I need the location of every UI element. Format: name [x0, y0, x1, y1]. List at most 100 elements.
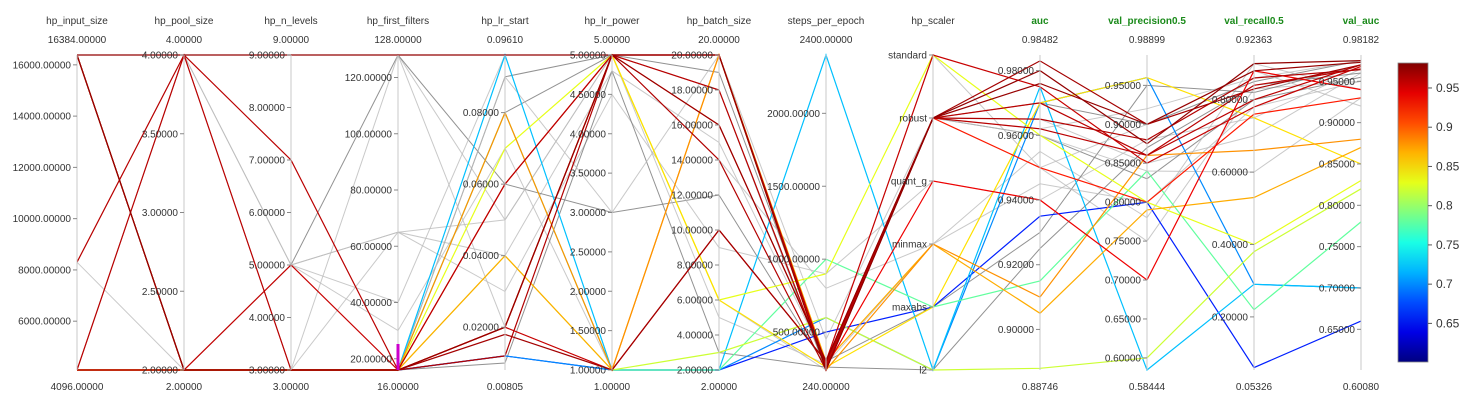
- axis-tick-label: 0.98000: [998, 66, 1035, 77]
- axis-tick-label: 0.94000: [998, 196, 1035, 207]
- axis-hp_lr_power: hp_lr_power 5.00000 1.00000 5.00000 4.50000 4…: [570, 16, 640, 393]
- axis-tick-label: 9.00000: [249, 51, 286, 62]
- axis-tick-label: 20.00000: [350, 354, 392, 365]
- axis-tick-label: 6000.00000: [18, 317, 71, 328]
- axis-tick-label: 20.00000: [671, 51, 713, 62]
- axis-title: hp_pool_size: [155, 16, 214, 27]
- axis-tick-label: 0.75000: [1319, 242, 1356, 253]
- axis-max-label: 0.92363: [1236, 35, 1273, 46]
- axis-tick-label: 0.85000: [1319, 159, 1356, 170]
- axis-tick-label: 0.95000: [1105, 81, 1142, 92]
- axis-tick-label: 6.00000: [677, 296, 714, 307]
- axis-tick-label: 2.00000: [142, 366, 179, 377]
- axis-tick-label: 80.00000: [350, 186, 392, 197]
- axis-tick-label: 4.00000: [142, 51, 179, 62]
- axis-tick-label: 3.50000: [142, 129, 179, 140]
- axis-hp_first_filters: hp_first_filters 128.00000 16.00000 120.000…: [345, 16, 429, 393]
- axis-tick-label: 10.00000: [671, 226, 713, 237]
- axis-tick-label: 0.85000: [1105, 159, 1142, 170]
- axis-tick-label: 500.00000: [773, 328, 821, 339]
- axis-min-label: 0.58444: [1129, 382, 1166, 393]
- axis-tick-label: 16000.00000: [13, 60, 72, 71]
- axis-tick-label: 8000.00000: [18, 265, 71, 276]
- axis-min-label: 1.00000: [594, 382, 631, 393]
- axis-tick-label: 4.00000: [570, 129, 607, 140]
- axis-min-label: 0.88746: [1022, 382, 1059, 393]
- highlight-mark: [396, 344, 400, 370]
- axis-tick-label: 40.00000: [350, 298, 392, 309]
- axis-tick-label: 100.00000: [345, 129, 393, 140]
- axis-min-label: 16.00000: [377, 382, 419, 393]
- axis-tick-label: 0.70000: [1319, 283, 1356, 294]
- axis-tick-label: 0.20000: [1212, 312, 1249, 323]
- axis-title: hp_batch_size: [687, 16, 752, 27]
- axis-tick-label: 0.90000: [998, 325, 1035, 336]
- axis-tick-label: 10000.00000: [13, 214, 72, 225]
- axis-tick-label: 4.50000: [570, 90, 607, 101]
- axis-tick-label: 2000.00000: [767, 109, 820, 120]
- colorbar-tick-label: 0.75: [1436, 238, 1460, 252]
- axis-max-label: 128.00000: [374, 35, 422, 46]
- axis-title: hp_lr_power: [584, 16, 640, 27]
- axis-tick-label: 0.90000: [1319, 118, 1356, 129]
- colorbar-tick-label: 0.8: [1436, 199, 1453, 213]
- axis-tick-label: 0.96000: [998, 131, 1035, 142]
- axis-title: hp_first_filters: [367, 16, 429, 27]
- axis-tick-label: 5.00000: [570, 51, 607, 62]
- axis-hp_n_levels: hp_n_levels 9.00000 3.00000 9.00000 8.00000 7…: [249, 16, 318, 393]
- axis-tick-label: 5.00000: [249, 261, 286, 272]
- colorbar-rect: [1397, 62, 1429, 363]
- axis-hp_lr_start: hp_lr_start 0.09610 0.00805 0.08000 0.06000 0…: [463, 16, 529, 393]
- colorbar-tick-label: 0.9: [1436, 120, 1453, 134]
- axis-tick-label: 8.00000: [677, 261, 714, 272]
- axis-tick-label: 1.50000: [570, 326, 607, 337]
- axis-tick-label: 0.90000: [1105, 120, 1142, 131]
- axis-tick-label: 1.00000: [570, 366, 607, 377]
- axis-tick-label: 3.00000: [249, 366, 286, 377]
- axis-tick-label: 12.00000: [671, 191, 713, 202]
- axis-tick-label: minmax: [892, 240, 927, 251]
- axis-tick-label: robust: [899, 114, 927, 125]
- axis-max-label: 0.09610: [487, 35, 524, 46]
- axis-min-label: 0.00805: [487, 382, 524, 393]
- axis-max-label: 0.98482: [1022, 35, 1059, 46]
- axis-tick-label: 14000.00000: [13, 112, 72, 123]
- axis-tick-label: 0.80000: [1105, 198, 1142, 209]
- axis-max-label: 4.00000: [166, 35, 203, 46]
- axis-hp_pool_size: hp_pool_size 4.00000 2.00000 4.00000 3.50000…: [142, 16, 214, 393]
- axis-tick-label: 0.92000: [998, 260, 1035, 271]
- axis-title: hp_scaler: [911, 16, 955, 27]
- axis-tick-label: 2.00000: [570, 287, 607, 298]
- axis-tick-label: standard: [888, 51, 927, 62]
- axis-tick-label: 0.70000: [1105, 276, 1142, 287]
- axis-tick-label: 0.60000: [1105, 353, 1142, 364]
- axis-max-label: 9.00000: [273, 35, 310, 46]
- colorbar-tick-label: 0.7: [1436, 277, 1453, 291]
- axis-tick-label: 120.00000: [345, 73, 393, 84]
- axis-tick-label: 1000.00000: [767, 255, 820, 266]
- axis-max-label: 0.98182: [1343, 35, 1380, 46]
- axis-val_auc: val_auc 0.98182 0.60080 0.95000 0.90000 0.850…: [1319, 16, 1380, 393]
- axis-auc: auc 0.98482 0.88746 0.98000 0.96000 0.94000 0.…: [998, 16, 1059, 393]
- axis-tick-label: 3.00000: [142, 208, 179, 219]
- axis-min-label: 0.60080: [1343, 382, 1380, 393]
- axis-tick-label: quant_g: [891, 177, 927, 188]
- axis-title: val_precision0.5: [1108, 16, 1186, 27]
- axis-title: hp_lr_start: [481, 16, 528, 27]
- axis-title: hp_input_size: [46, 16, 108, 27]
- axis-min-label: 240.00000: [802, 382, 850, 393]
- axis-tick-label: 2.00000: [677, 366, 714, 377]
- axis-max-label: 2400.00000: [800, 35, 853, 46]
- axis-tick-label: 0.02000: [463, 323, 500, 334]
- axis-title: steps_per_epoch: [788, 16, 865, 27]
- axis-tick-label: 0.04000: [463, 251, 500, 262]
- axis-title: val_auc: [1343, 16, 1380, 27]
- axis-tick-label: 2.50000: [570, 247, 607, 258]
- axis-tick-label: 0.60000: [1212, 168, 1249, 179]
- colorbar-tick-label: 0.95: [1436, 81, 1460, 95]
- colorbar-tick-label: 0.65: [1436, 316, 1460, 330]
- axis-tick-label: 4.00000: [677, 331, 714, 342]
